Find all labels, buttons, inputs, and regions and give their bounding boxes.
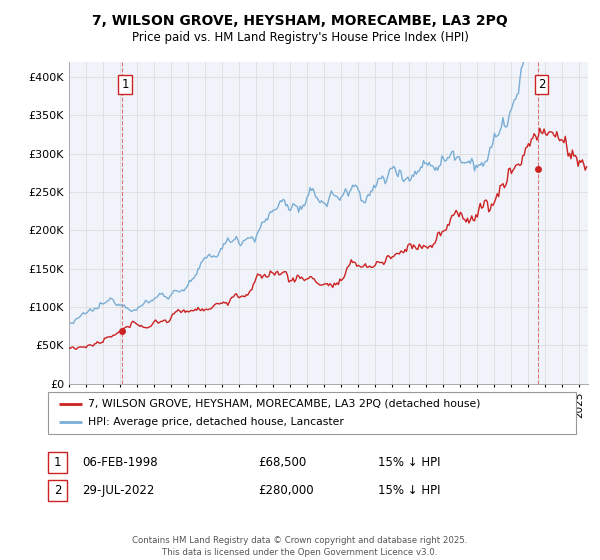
Text: 06-FEB-1998: 06-FEB-1998 bbox=[82, 456, 158, 469]
Text: 15% ↓ HPI: 15% ↓ HPI bbox=[378, 456, 440, 469]
Text: 15% ↓ HPI: 15% ↓ HPI bbox=[378, 484, 440, 497]
Text: £68,500: £68,500 bbox=[258, 456, 306, 469]
Text: Price paid vs. HM Land Registry's House Price Index (HPI): Price paid vs. HM Land Registry's House … bbox=[131, 31, 469, 44]
Text: Contains HM Land Registry data © Crown copyright and database right 2025.
This d: Contains HM Land Registry data © Crown c… bbox=[132, 536, 468, 557]
Text: 29-JUL-2022: 29-JUL-2022 bbox=[82, 484, 155, 497]
Text: HPI: Average price, detached house, Lancaster: HPI: Average price, detached house, Lanc… bbox=[88, 417, 343, 427]
Text: 2: 2 bbox=[538, 78, 545, 91]
Text: 2: 2 bbox=[54, 484, 61, 497]
Text: 7, WILSON GROVE, HEYSHAM, MORECAMBE, LA3 2PQ (detached house): 7, WILSON GROVE, HEYSHAM, MORECAMBE, LA3… bbox=[88, 399, 480, 409]
Text: 7, WILSON GROVE, HEYSHAM, MORECAMBE, LA3 2PQ: 7, WILSON GROVE, HEYSHAM, MORECAMBE, LA3… bbox=[92, 14, 508, 28]
Text: 1: 1 bbox=[54, 456, 61, 469]
Text: 1: 1 bbox=[121, 78, 129, 91]
FancyBboxPatch shape bbox=[48, 392, 576, 434]
Text: £280,000: £280,000 bbox=[258, 484, 314, 497]
